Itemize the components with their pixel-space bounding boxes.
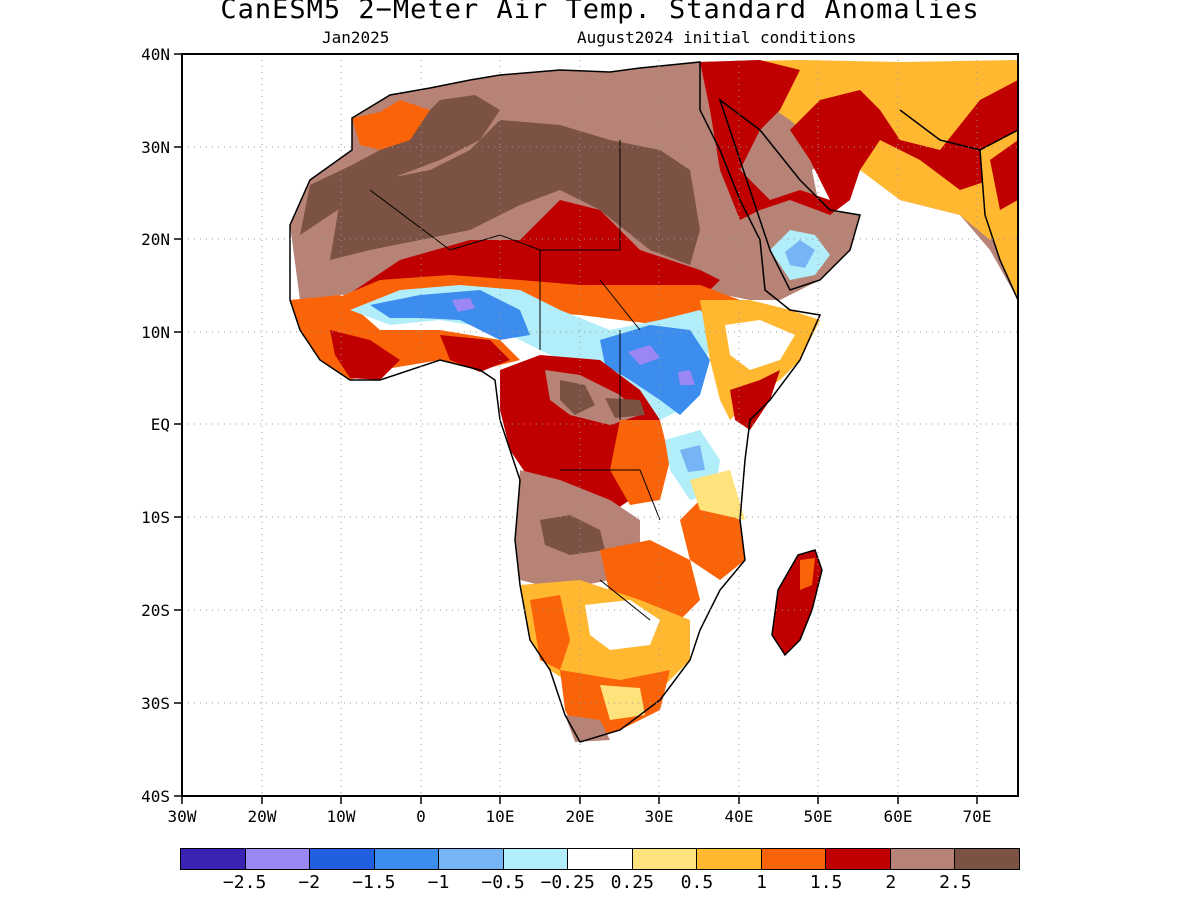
lat-label: 20S	[141, 601, 170, 620]
region-ethiopia-white	[725, 320, 795, 370]
region-sudan-blue	[600, 325, 710, 415]
lon-label: 40E	[725, 807, 754, 826]
region-india-red	[990, 140, 1018, 210]
region-sudan-purple	[628, 345, 660, 365]
colorbar-label: 1	[756, 872, 767, 893]
region-southafrica-yellow	[600, 685, 645, 720]
lat-label: EQ	[151, 415, 170, 434]
colorbar-swatch	[955, 849, 1019, 869]
region-congo-dark-2	[605, 398, 645, 418]
colorbar-swatch	[697, 849, 762, 869]
colorbar-label: 2.5	[939, 872, 972, 893]
anomaly-field	[290, 60, 1018, 742]
lon-label: 50E	[804, 807, 833, 826]
graticule	[182, 54, 1018, 796]
region-tanzania-yellow	[690, 470, 745, 520]
region-guinea-red	[330, 330, 400, 380]
region-kenya-red	[730, 370, 780, 430]
lat-label: 20N	[141, 230, 170, 249]
region-arabia-blue	[785, 240, 815, 268]
colorbar-label: −1	[427, 872, 450, 893]
region-uganda-purple	[678, 370, 695, 385]
colorbar-swatch	[568, 849, 633, 869]
region-sahel-blue	[370, 290, 530, 340]
coastlines	[289, 61, 1018, 743]
initial-conditions: August2024 initial conditions	[577, 28, 857, 47]
colorbar-swatch	[632, 849, 698, 869]
colorbar-swatch	[439, 849, 504, 869]
lon-label: 10E	[486, 807, 515, 826]
region-tanzania-orange	[680, 500, 745, 580]
colorbar-swatch	[374, 849, 440, 869]
lon-label: 60E	[884, 807, 913, 826]
lon-label: 10W	[327, 807, 356, 826]
forecast-month: Jan2025	[322, 28, 390, 47]
lat-label: 40S	[141, 787, 170, 806]
lon-label: 20W	[248, 807, 277, 826]
colorbar-label: 0.5	[680, 872, 714, 893]
colorbar-swatch	[826, 849, 891, 869]
lon-label: 70E	[963, 807, 992, 826]
region-angola-dark	[540, 515, 605, 555]
colorbar-label: −0.25	[540, 872, 595, 893]
region-congo-dark	[560, 380, 595, 415]
colorbar-swatch	[503, 849, 569, 869]
lat-label: 30N	[141, 138, 170, 157]
region-madagascar-orange	[800, 558, 815, 590]
region-central-orange	[610, 420, 670, 505]
colorbar-swatch	[245, 849, 311, 869]
colorbar-swatch	[181, 849, 246, 869]
region-sahara-dark-west	[300, 95, 500, 235]
region-eastafrica-blue	[680, 445, 705, 472]
lat-label: 40N	[141, 45, 170, 64]
colorbar-label: 0.25	[610, 872, 654, 893]
region-namibia-orange	[530, 595, 570, 670]
lat-label: 10S	[141, 508, 170, 527]
lon-label: 30E	[645, 807, 674, 826]
colorbar-swatch	[761, 849, 827, 869]
lon-label: 30W	[168, 807, 197, 826]
colorbar-label: −1.5	[352, 872, 396, 893]
region-middle-east-red	[700, 60, 1018, 220]
colorbar-label: 2	[885, 872, 897, 893]
lon-label: 20E	[566, 807, 595, 826]
colorbar-label: −2	[298, 872, 321, 893]
colorbar-swatch	[890, 849, 956, 869]
region-nw-coast	[352, 100, 430, 150]
region-ivory-red	[440, 335, 510, 372]
colorbar-label: −0.5	[481, 872, 525, 893]
lon-label: 0	[416, 807, 426, 826]
map-frame	[181, 53, 1019, 797]
region-west-purple	[452, 298, 475, 312]
axis-ticks	[174, 53, 978, 804]
colorbar-swatch	[310, 849, 375, 869]
colorbar	[180, 848, 1020, 870]
colorbar-label: 1.5	[809, 872, 843, 893]
region-sahara-dark	[330, 120, 700, 265]
lat-label: 30S	[141, 694, 170, 713]
chart-title: CanESM5 2−Meter Air Temp. Standard Anoma…	[220, 0, 980, 25]
lat-label: 10N	[141, 323, 170, 342]
colorbar-label: −2.5	[222, 872, 267, 893]
